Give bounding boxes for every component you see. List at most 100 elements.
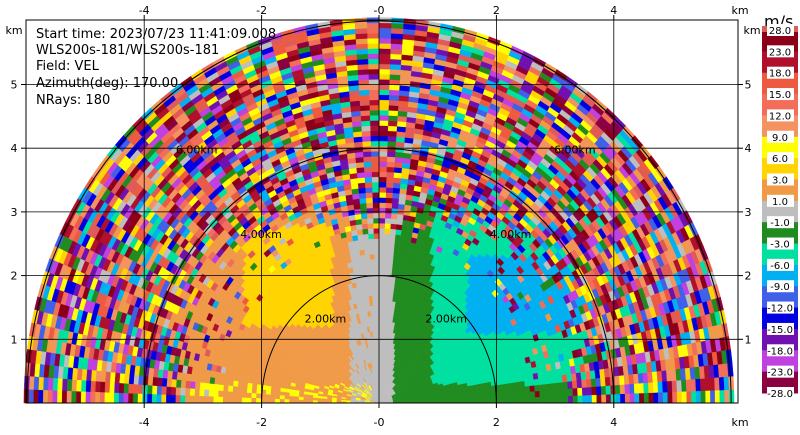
radar-cell xyxy=(367,228,374,235)
radar-cell xyxy=(373,253,380,260)
radar-cell xyxy=(383,258,389,265)
radar-cell xyxy=(511,392,517,399)
radar-cell xyxy=(392,254,399,261)
radar-cell xyxy=(378,212,386,219)
radar-cell xyxy=(362,238,370,245)
radar-cell xyxy=(378,258,384,265)
radar-cell xyxy=(370,269,376,276)
radar-cell xyxy=(370,150,380,157)
radar-cell xyxy=(147,376,154,387)
radar-cell xyxy=(380,335,384,342)
radar-cell xyxy=(381,320,385,327)
radar-cell xyxy=(255,388,262,395)
radar-cell xyxy=(242,382,248,389)
radar-cell xyxy=(614,375,621,386)
radar-cell xyxy=(586,394,593,404)
radar-cell xyxy=(378,130,389,137)
radar-cell xyxy=(497,398,503,404)
radar-cell xyxy=(371,289,376,296)
radar-cell xyxy=(359,207,368,215)
radar-cell xyxy=(368,248,375,255)
radar-cell xyxy=(357,182,366,189)
radar-cell xyxy=(175,379,182,389)
radar-cell xyxy=(371,171,380,178)
radar-cell xyxy=(538,377,545,385)
radar-cell xyxy=(384,217,392,224)
radar-cell xyxy=(389,285,395,292)
radar-cell xyxy=(552,382,559,390)
radar-cell xyxy=(317,398,323,402)
radar-cell xyxy=(213,383,220,392)
radar-cell xyxy=(501,388,507,394)
radar-cell xyxy=(501,393,508,399)
radar-cell xyxy=(370,161,380,168)
radar-cell xyxy=(364,181,373,188)
radar-cell xyxy=(586,386,593,396)
radar-cell xyxy=(619,384,626,395)
radar-cell xyxy=(386,161,395,168)
radar-cell xyxy=(161,386,167,396)
radar-cell xyxy=(482,394,489,400)
radar-cell xyxy=(387,125,398,132)
radar-cell xyxy=(279,391,286,397)
radar-cell xyxy=(520,391,526,398)
radar-cell xyxy=(514,381,521,388)
radar-cell xyxy=(373,238,380,245)
radar-cell xyxy=(378,305,383,311)
radar-cell xyxy=(362,156,372,163)
radar-cell xyxy=(378,269,384,275)
radar-cell xyxy=(468,399,474,404)
radar-cell xyxy=(533,378,540,386)
radar-cell xyxy=(198,389,205,397)
radar-cell xyxy=(378,192,387,198)
radar-cell xyxy=(393,249,400,256)
radar-cell xyxy=(553,395,560,404)
radar-cell xyxy=(383,264,389,270)
plot-area xyxy=(23,17,738,404)
radar-cell xyxy=(394,156,404,164)
radar-cell xyxy=(156,385,162,396)
radar-cell xyxy=(355,166,365,174)
radar-cell xyxy=(378,166,387,173)
radar-cell xyxy=(170,386,177,396)
radar-cell xyxy=(265,389,271,396)
radar-cell xyxy=(596,385,602,396)
radar-cell xyxy=(591,394,598,404)
radar-cell xyxy=(378,202,386,209)
radar-cell xyxy=(382,289,387,296)
radar-cell xyxy=(600,385,607,395)
radar-cell xyxy=(386,284,391,291)
radar-cell xyxy=(571,380,578,389)
radar-cell xyxy=(387,140,397,147)
radar-cell xyxy=(132,384,139,395)
radar-cell xyxy=(390,218,398,225)
radar-cell xyxy=(515,386,521,393)
radar-cell xyxy=(615,393,621,404)
radar-cell xyxy=(538,383,545,392)
radar-cell xyxy=(505,382,512,389)
radar-cell xyxy=(118,383,125,394)
radar-cell xyxy=(395,228,402,236)
radar-cell xyxy=(156,377,163,387)
radar-cell xyxy=(393,244,400,251)
radar-cell xyxy=(284,392,290,397)
radar-cell xyxy=(601,394,607,404)
radar-cell xyxy=(633,383,640,394)
radar-cell xyxy=(638,382,645,394)
radar-cell xyxy=(547,376,554,384)
radar-cell xyxy=(289,392,295,397)
radar-cell xyxy=(581,379,588,388)
radar-cell xyxy=(366,279,372,286)
radar-cell xyxy=(383,253,389,260)
radar-cell xyxy=(374,258,380,265)
radar-cell xyxy=(387,269,393,276)
radar-cell xyxy=(629,383,635,394)
radar-cell xyxy=(390,207,399,215)
radar-cell xyxy=(394,234,401,241)
radar-cell xyxy=(544,396,550,404)
radar-cell xyxy=(548,382,555,391)
radar-cell xyxy=(390,280,396,287)
radar-cell xyxy=(384,223,391,229)
radar-cell xyxy=(381,300,386,306)
radar-cell xyxy=(572,387,579,396)
